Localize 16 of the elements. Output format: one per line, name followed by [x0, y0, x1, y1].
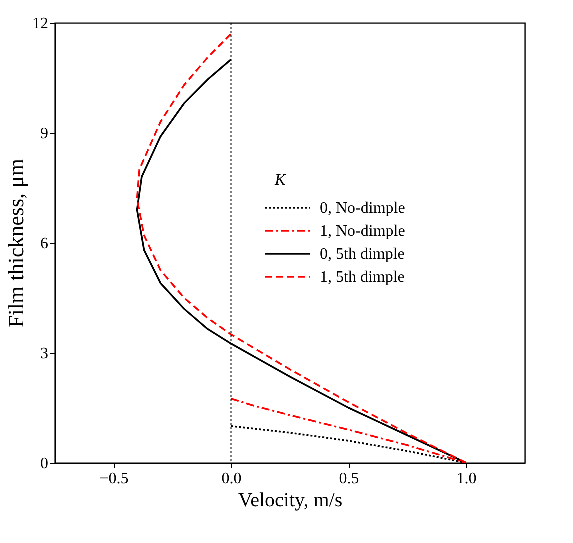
y-tick-label: 9 — [40, 126, 48, 142]
x-tick-label: 0.0 — [222, 470, 242, 488]
x-tick-label: −0.5 — [100, 470, 129, 488]
legend-label: 1, 5th dimple — [320, 269, 405, 286]
x-tick-label: 0.5 — [339, 470, 360, 488]
y-tick-label: 3 — [40, 346, 48, 362]
x-axis-title: Velocity, m/s — [238, 490, 343, 512]
y-axis-title: Film thickness, μm — [4, 159, 28, 328]
x-tick-label: 1.0 — [456, 470, 477, 488]
y-tick-label: 6 — [40, 236, 48, 252]
legend-title: K — [274, 172, 287, 189]
y-tick-label: 0 — [40, 456, 48, 472]
y-tick-label: 12 — [32, 16, 48, 32]
legend-label: 0, No-dimple — [320, 200, 406, 217]
legend-label: 0, 5th dimple — [320, 246, 405, 263]
legend-label: 1, No-dimple — [320, 223, 406, 240]
